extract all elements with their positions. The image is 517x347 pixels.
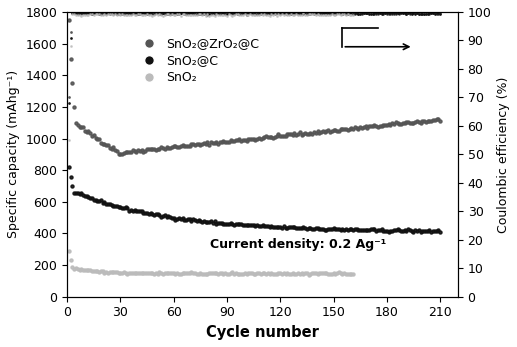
X-axis label: Cycle number: Cycle number	[206, 325, 319, 340]
Text: Current density: 0.2 Ag⁻¹: Current density: 0.2 Ag⁻¹	[210, 238, 386, 251]
Y-axis label: Specific capacity (mAhg⁻¹): Specific capacity (mAhg⁻¹)	[7, 70, 20, 238]
Legend: SnO₂@ZrO₂@C, SnO₂@C, SnO₂: SnO₂@ZrO₂@C, SnO₂@C, SnO₂	[132, 32, 264, 89]
Y-axis label: Coulombic efficiency (%): Coulombic efficiency (%)	[497, 76, 510, 232]
